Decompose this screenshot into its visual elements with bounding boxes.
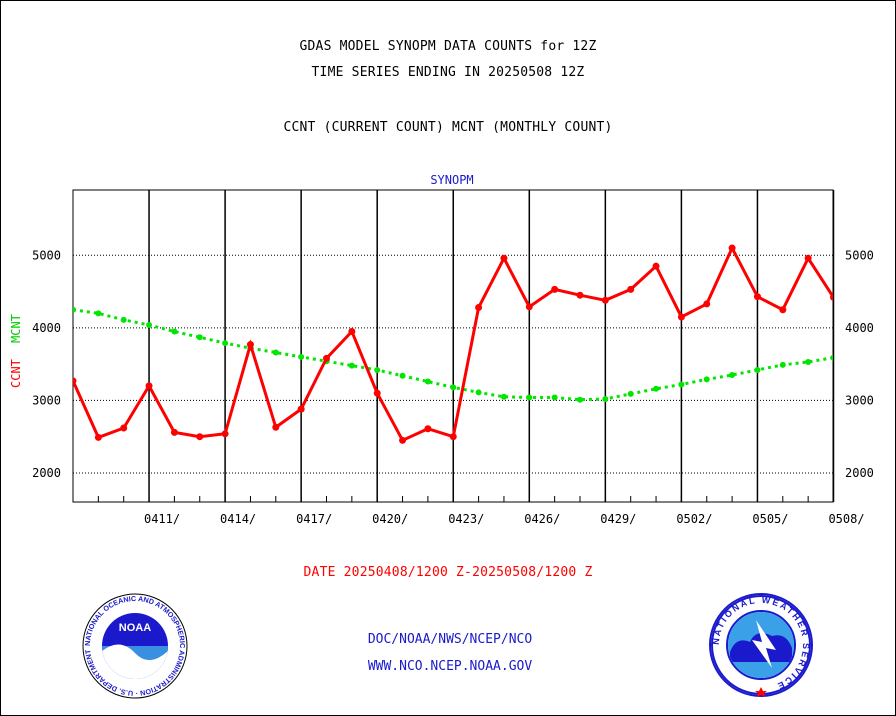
x-tick-label: 0502/ (676, 512, 712, 526)
ccnt-point (196, 433, 204, 441)
mcnt-point (526, 394, 533, 401)
ccnt-point (221, 430, 229, 438)
mcnt-point (298, 353, 305, 360)
mcnt-point (678, 381, 685, 388)
mcnt-point (146, 321, 153, 328)
ccnt-point (551, 285, 559, 293)
website-link[interactable]: WWW.NCO.NCEP.NOAA.GOV (367, 659, 533, 674)
x-tick-label: 0417/ (296, 512, 332, 526)
x-tick-label: 0420/ (372, 512, 408, 526)
y-tick-label-left: 5000 (32, 248, 61, 262)
mcnt-point (627, 390, 634, 397)
ccnt-point (120, 424, 128, 432)
x-tick-label: 0411/ (144, 512, 180, 526)
y-tick-label-right: 3000 (845, 393, 874, 407)
date-range-label: DATE 20250408/1200 Z-20250508/1200 Z (303, 565, 593, 580)
ccnt-point (601, 296, 609, 304)
ccnt-point (170, 428, 178, 436)
mcnt-point (450, 384, 457, 391)
x-tick-label: 0414/ (220, 512, 256, 526)
mcnt-point (95, 310, 102, 317)
x-tick-label: 0508/ (828, 512, 864, 526)
mcnt-point (703, 376, 710, 383)
y-axis-label-ccnt: CCNT (9, 359, 23, 388)
ccnt-point (424, 425, 432, 433)
mcnt-point (374, 366, 381, 373)
mcnt-point (424, 378, 431, 385)
y-tick-label-left: 3000 (32, 393, 61, 407)
series-group (73, 244, 862, 444)
chart-subtitle: CCNT (CURRENT COUNT) MCNT (MONTHLY COUNT… (283, 120, 613, 135)
x-tick-label: 0429/ (600, 512, 636, 526)
y-tick-label-right: 5000 (845, 248, 874, 262)
ccnt-point (703, 300, 711, 308)
chart-title-line2: TIME SERIES ENDING IN 20250508 12Z (311, 65, 585, 80)
y-tick-label-left: 2000 (32, 466, 61, 480)
ccnt-point (753, 293, 761, 301)
x-tick-label: 0426/ (524, 512, 560, 526)
ccnt-point (677, 313, 685, 321)
x-tick-label: 0505/ (752, 512, 788, 526)
mcnt-point (272, 349, 279, 356)
series-line-mcnt (73, 308, 833, 402)
y-tick-label-left: 4000 (32, 321, 61, 335)
ccnt-point (449, 433, 457, 441)
mcnt-point (73, 306, 76, 313)
mcnt-point (856, 348, 862, 354)
nws-logo: NATIONAL WEATHER SERVICE (709, 593, 813, 697)
ccnt-point (246, 341, 254, 349)
chart-panel-title: SYNOPM (430, 173, 473, 187)
mcnt-point (222, 340, 229, 347)
ccnt-point (297, 405, 305, 413)
ccnt-point (94, 433, 102, 441)
mcnt-point (729, 372, 736, 379)
mcnt-point (196, 334, 203, 341)
ccnt-point (525, 303, 533, 311)
ccnt-point (323, 354, 330, 362)
mcnt-point (653, 385, 660, 392)
noaa-logo: NATIONAL OCEANIC AND ATMOSPHERIC ADMINIS… (80, 593, 188, 699)
ccnt-point (576, 291, 584, 299)
ccnt-point (804, 254, 812, 262)
agency-path-link[interactable]: DOC/NOAA/NWS/NCEP/NCO (367, 632, 533, 647)
mcnt-point (779, 361, 786, 368)
y-axis-label-mcnt: MCNT (9, 314, 23, 343)
mcnt-point (754, 366, 761, 373)
ccnt-point (500, 254, 508, 262)
mcnt-point (475, 389, 482, 396)
ccnt-point (348, 327, 356, 335)
mcnt-point (500, 393, 507, 400)
ccnt-point (728, 244, 736, 252)
ccnt-point (272, 423, 280, 431)
x-tick-label: 0423/ (448, 512, 484, 526)
ccnt-point (73, 377, 77, 385)
ccnt-point (399, 436, 407, 444)
ccnt-point (373, 389, 381, 397)
mcnt-point (120, 316, 127, 323)
chart-title-line1: GDAS MODEL SYNOPM DATA COUNTS for 12Z (299, 39, 597, 54)
ccnt-point (652, 262, 660, 270)
y-tick-label-right: 2000 (845, 466, 874, 480)
mcnt-point (577, 396, 583, 403)
mcnt-point (805, 358, 812, 365)
mcnt-point (348, 362, 355, 369)
ccnt-point (627, 285, 635, 293)
ccnt-point (830, 293, 833, 301)
mcnt-point (399, 372, 406, 379)
noaa-badge-text: NOAA (119, 622, 151, 634)
ccnt-point (145, 382, 153, 390)
mcnt-point (830, 354, 833, 361)
ccnt-point (475, 304, 483, 312)
y-tick-label-right: 4000 (845, 321, 874, 335)
mcnt-point (171, 328, 178, 335)
ccnt-point (779, 306, 787, 314)
mcnt-point (602, 395, 609, 402)
mcnt-point (551, 394, 558, 401)
